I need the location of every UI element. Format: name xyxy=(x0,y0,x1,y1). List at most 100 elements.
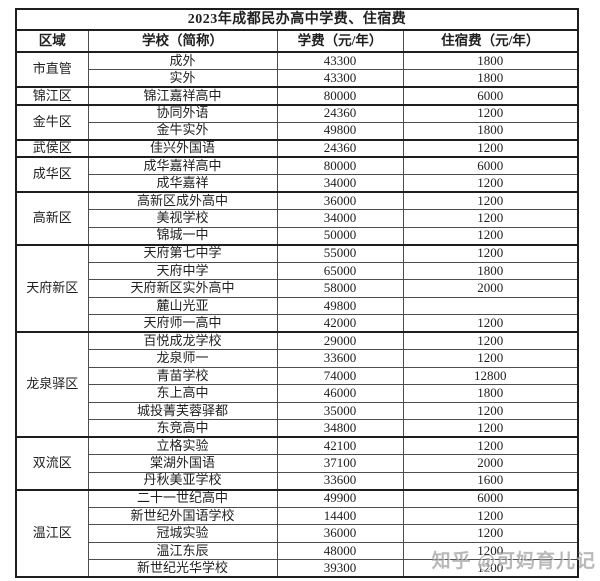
boarding-cell: 1800 xyxy=(402,384,579,403)
table-row: 东上高中 46000 1800 xyxy=(16,384,579,403)
boarding-cell: 1800 xyxy=(402,51,579,70)
region-cell: 温江区 xyxy=(15,488,89,578)
table-row: 龙泉驿区 百悦成龙学校 29000 1200 xyxy=(15,331,579,438)
school-cell: 实外 xyxy=(87,69,278,88)
tuition-cell: 24360 xyxy=(276,138,404,158)
boarding-cell: 6000 xyxy=(402,156,579,175)
tuition-cell: 49800 xyxy=(276,296,404,315)
tuition-cell: 37100 xyxy=(276,454,404,473)
table-body: 市直管 成外 43300 1800 实外 43300 1800 锦江区 锦江嘉祥高中 80000 6… xyxy=(15,51,579,578)
school-cell: 新世纪光华学校 xyxy=(87,559,278,578)
boarding-cell xyxy=(402,296,579,315)
boarding-cell: 1200 xyxy=(402,349,579,368)
table-row: 麓山光亚 49800 xyxy=(16,296,579,315)
school-cell: 丹秋美亚学校 xyxy=(87,471,278,490)
tuition-cell: 36000 xyxy=(276,524,404,543)
school-cell: 城投菁芙蓉驿都 xyxy=(87,401,278,420)
school-cell: 天府中学 xyxy=(87,261,278,280)
school-cell: 成外 xyxy=(87,51,278,70)
table-row: 天府新区 天府第七中学 55000 1200 xyxy=(15,243,579,333)
tuition-cell: 65000 xyxy=(276,261,404,280)
region-cell: 成华区 xyxy=(15,156,89,193)
region-cell: 金牛区 xyxy=(15,103,89,140)
boarding-cell: 1200 xyxy=(402,524,579,543)
boarding-cell: 1200 xyxy=(402,243,579,263)
tuition-cell: 48000 xyxy=(276,541,404,560)
tuition-cell: 43300 xyxy=(276,69,404,88)
table-row: 天府新区实外高中 58000 2000 xyxy=(16,279,579,298)
tuition-cell: 34000 xyxy=(276,174,404,193)
table-row: 双流区 立格实验 42100 1200 xyxy=(15,436,579,490)
table-row: 冠城实验 36000 1200 xyxy=(16,524,579,543)
boarding-cell: 12800 xyxy=(402,366,579,385)
boarding-cell: 1200 xyxy=(402,401,579,420)
tuition-cell: 24360 xyxy=(276,103,404,123)
boarding-cell: 1200 xyxy=(402,191,579,210)
table-header-row: 区域 学校（简称） 学费（元/年） 住宿费（元/年） xyxy=(15,29,579,53)
school-cell: 金牛实外 xyxy=(87,121,278,140)
table-row: 丹秋美亚学校 33600 1600 xyxy=(16,471,579,490)
tuition-cell: 46000 xyxy=(276,384,404,403)
table-row: 锦江区 锦江嘉祥高中 80000 6000 xyxy=(15,86,579,105)
table-row: 市直管 成外 43300 1800 xyxy=(15,51,579,88)
school-cell: 成华嘉祥 xyxy=(87,174,278,193)
table-row: 棠湖外国语 37100 2000 xyxy=(16,454,579,473)
school-cell: 百悦成龙学校 xyxy=(87,331,278,350)
school-cell: 天府新区实外高中 xyxy=(87,279,278,298)
table-row: 成华嘉祥 34000 1200 xyxy=(16,174,579,193)
table-row: 美视学校 34000 1200 xyxy=(16,209,579,228)
table-row: 青苗学校 74000 12800 xyxy=(16,366,579,385)
school-cell: 成华嘉祥高中 xyxy=(87,156,278,175)
tuition-cell: 42000 xyxy=(276,314,404,333)
tuition-cell: 34800 xyxy=(276,419,404,438)
school-cell: 佳兴外国语 xyxy=(87,138,278,158)
boarding-cell: 1800 xyxy=(402,121,579,140)
school-cell: 天府第七中学 xyxy=(87,243,278,263)
tuition-cell: 33600 xyxy=(276,471,404,490)
boarding-cell: 1200 xyxy=(402,103,579,123)
table-row: 龙泉师一 33600 1200 xyxy=(16,349,579,368)
table-row: 天府中学 65000 1800 xyxy=(16,261,579,280)
region-cell: 龙泉驿区 xyxy=(15,331,89,438)
school-cell: 锦城一中 xyxy=(87,226,278,245)
table-row: 高新区 高新区成外高中 36000 1200 xyxy=(15,191,579,245)
table-row: 金牛实外 49800 1800 xyxy=(16,121,579,140)
boarding-cell: 1800 xyxy=(402,261,579,280)
table-row: 锦城一中 50000 1200 xyxy=(16,226,579,245)
school-cell: 麓山光亚 xyxy=(87,296,278,315)
table-title: 2023年成都民办高中学费、住宿费 xyxy=(15,8,579,31)
tuition-cell: 55000 xyxy=(276,243,404,263)
table-row: 成华区 成华嘉祥高中 80000 6000 xyxy=(15,156,579,193)
school-cell: 二十一世纪高中 xyxy=(87,488,278,508)
fees-table: 2023年成都民办高中学费、住宿费 区域 学校（简称） 学费（元/年） 住宿费（元/年… xyxy=(15,8,579,578)
boarding-cell: 1200 xyxy=(402,436,579,455)
tuition-cell: 14400 xyxy=(276,506,404,525)
boarding-cell: 1600 xyxy=(402,471,579,490)
boarding-cell: 6000 xyxy=(402,488,579,508)
school-cell: 立格实验 xyxy=(87,436,278,455)
school-cell: 龙泉师一 xyxy=(87,349,278,368)
table-row: 温江区 二十一世纪高中 49900 6000 xyxy=(15,488,579,578)
boarding-cell: 1200 xyxy=(402,174,579,193)
tuition-cell: 50000 xyxy=(276,226,404,245)
school-cell: 美视学校 xyxy=(87,209,278,228)
region-cell: 武侯区 xyxy=(15,138,89,158)
boarding-cell: 1200 xyxy=(402,209,579,228)
tuition-cell: 43300 xyxy=(276,51,404,70)
tuition-cell: 29000 xyxy=(276,331,404,350)
tuition-cell: 33600 xyxy=(276,349,404,368)
region-cell: 双流区 xyxy=(15,436,89,490)
region-cell: 锦江区 xyxy=(15,86,89,105)
school-cell: 锦江嘉祥高中 xyxy=(87,86,278,105)
boarding-cell: 1200 xyxy=(402,559,579,578)
tuition-cell: 80000 xyxy=(276,86,404,105)
tuition-cell: 49900 xyxy=(276,488,404,508)
school-cell: 青苗学校 xyxy=(87,366,278,385)
boarding-cell: 1200 xyxy=(402,138,579,158)
boarding-cell: 1200 xyxy=(402,506,579,525)
school-cell: 东竞高中 xyxy=(87,419,278,438)
column-header-3: 住宿费（元/年） xyxy=(402,29,579,53)
tuition-cell: 49800 xyxy=(276,121,404,140)
boarding-cell: 1800 xyxy=(402,69,579,88)
boarding-cell: 1200 xyxy=(402,226,579,245)
